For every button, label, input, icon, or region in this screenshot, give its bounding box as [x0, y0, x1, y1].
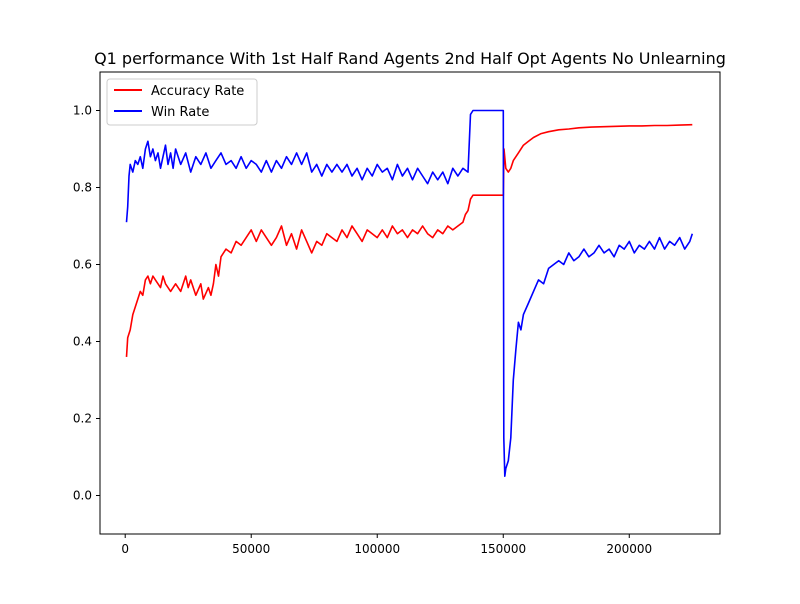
y-tick-label: 0.4: [73, 335, 92, 349]
plot-area: [99, 71, 721, 535]
y-tick-label: 0.8: [73, 181, 92, 195]
x-axis: 0 50000 100000 150000 200000: [121, 534, 652, 556]
x-tick-label: 200000: [606, 542, 652, 556]
legend-label-win-rate: Win Rate: [151, 105, 209, 120]
y-tick-label: 0.0: [73, 489, 92, 503]
legend-frame: [106, 78, 258, 126]
legend: Accuracy Rate Win Rate: [106, 78, 258, 126]
y-axis: 0.0 0.2 0.4 0.6 0.8 1.0: [73, 104, 100, 503]
series-line-win-rate: [125, 109, 694, 477]
y-tick-label: 0.6: [73, 258, 92, 272]
x-tick-label: 50000: [232, 542, 270, 556]
series-layer: [125, 109, 694, 477]
y-tick-label: 1.0: [73, 104, 92, 118]
y-tick-label: 0.2: [73, 412, 92, 426]
x-tick-label: 150000: [480, 542, 526, 556]
series-line-accuracy-rate: [125, 123, 693, 357]
plot-frame: [99, 71, 721, 535]
legend-label-accuracy-rate: Accuracy Rate: [151, 84, 244, 99]
x-tick-label: 0: [121, 542, 129, 556]
x-tick-label: 100000: [354, 542, 400, 556]
chart-title: Q1 performance With 1st Half Rand Agents…: [94, 49, 726, 68]
